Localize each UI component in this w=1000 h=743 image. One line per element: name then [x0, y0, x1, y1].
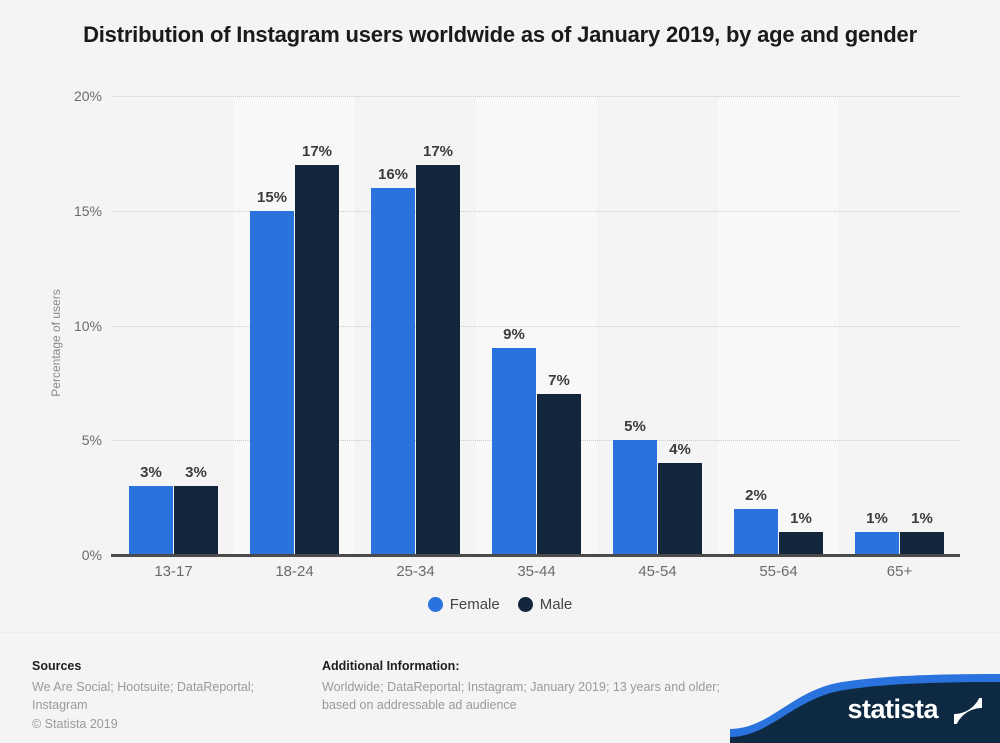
bar-male-13-17[interactable]: 3%: [174, 464, 218, 555]
x-axis-baseline: [111, 554, 960, 557]
plot-area: 3% 3% 15% 17% 16% 17% 9% 7% 5% 4% 2% 1% 1% 1%: [111, 96, 960, 557]
bar-group: 16% 17%: [355, 96, 476, 555]
statista-mark-icon: [954, 698, 982, 724]
bar-value-label: 1%: [866, 510, 888, 528]
bar-male-35-44[interactable]: 7%: [537, 372, 581, 555]
bar-female-65+[interactable]: 1%: [855, 510, 899, 555]
y-axis: Percentage of users 20% 15% 10% 5% 0%: [22, 88, 102, 563]
bar-group: 5% 4%: [597, 96, 718, 555]
bar-value-label: 4%: [669, 441, 691, 459]
x-tick-label-35-44: 35-44: [517, 563, 556, 580]
legend-swatch-male-icon: [517, 597, 533, 612]
bar-female-25-34[interactable]: 16%: [371, 166, 415, 555]
x-tick-label-13-17: 13-17: [154, 563, 193, 580]
bar-value-label: 9%: [503, 326, 525, 344]
bar-female-45-54[interactable]: 5%: [613, 418, 657, 555]
bar-value-label: 3%: [140, 464, 162, 482]
x-axis: 13-17 18-24 25-34 35-44 45-54 55-64 65+: [113, 563, 960, 589]
sources-body: We Are Social; Hootsuite; DataReportal; …: [32, 679, 255, 713]
bar-value-label: 17%: [422, 142, 454, 160]
x-tick-label-25-34: 25-34: [396, 563, 435, 580]
bar-male-65+[interactable]: 1%: [900, 510, 944, 555]
grid-line: [113, 96, 960, 97]
grid-line: [113, 325, 960, 327]
y-tick-label: 0%: [81, 547, 102, 563]
y-tick-label: 5%: [81, 432, 102, 449]
x-tick-label-18-24: 18-24: [275, 563, 314, 580]
bar-male-18-24[interactable]: 17%: [295, 143, 339, 555]
footer: Sources We Are Social; Hootsuite; DataRe…: [0, 633, 1000, 743]
additional-info-body: Worldwide; DataReportal; Instagram; Janu…: [322, 679, 720, 713]
y-axis-label: Percentage of users: [49, 289, 63, 397]
bar-value-label: 5%: [624, 418, 646, 436]
bar-value-label: 3%: [185, 464, 207, 482]
legend-swatch-female-icon: [427, 597, 443, 612]
copyright-text: © Statista 2019: [32, 716, 118, 731]
bar-female-35-44[interactable]: 9%: [492, 326, 536, 555]
bar-group: 1% 1%: [839, 96, 960, 555]
legend-item-male[interactable]: Male: [517, 596, 573, 613]
bar-female-18-24[interactable]: 15%: [250, 189, 294, 555]
footer-divider: [0, 632, 1000, 633]
bar-value-label: 15%: [256, 188, 288, 206]
bar-group: 2% 1%: [718, 96, 839, 555]
bar-group: 15% 17%: [234, 96, 355, 555]
bar-value-label: 1%: [790, 510, 812, 528]
bar-female-13-17[interactable]: 3%: [129, 464, 173, 555]
bar-value-label: 2%: [745, 487, 767, 505]
x-tick-label-65+: 65+: [886, 563, 913, 580]
bar-group: 9% 7%: [476, 96, 597, 555]
additional-info-heading: Additional Information:: [322, 659, 460, 673]
bar-value-label: 16%: [377, 165, 409, 183]
footer-additional-information: Additional Information: Worldwide; DataR…: [322, 657, 742, 715]
statista-logo-shape-icon: [730, 674, 1000, 743]
y-tick-label: 15%: [73, 202, 102, 219]
sources-heading: Sources: [32, 659, 82, 673]
grid-line: [113, 210, 960, 212]
bar-group: 3% 3%: [113, 96, 234, 555]
chart-title: Distribution of Instagram users worldwid…: [83, 22, 917, 47]
legend-label-female: Female: [449, 596, 500, 613]
x-tick-label-45-54: 45-54: [638, 563, 677, 580]
legend-item-female[interactable]: Female: [427, 596, 500, 613]
legend-label-male: Male: [539, 596, 573, 613]
bar-male-55-64[interactable]: 1%: [779, 510, 823, 555]
bar-male-25-34[interactable]: 17%: [416, 143, 460, 555]
bar-value-label: 7%: [548, 372, 570, 390]
bar-value-label: 1%: [911, 510, 933, 528]
y-tick-label: 10%: [73, 317, 102, 334]
bar-male-45-54[interactable]: 4%: [658, 441, 702, 555]
bar-female-55-64[interactable]: 2%: [734, 487, 778, 555]
chart-legend: Female Male: [0, 596, 1000, 613]
bar-value-label: 17%: [301, 142, 333, 160]
footer-sources: Sources We Are Social; Hootsuite; DataRe…: [32, 657, 302, 733]
grid-line: [113, 440, 960, 442]
statista-wordmark: statista: [847, 694, 938, 724]
y-tick-label: 20%: [73, 88, 102, 104]
x-tick-label-55-64: 55-64: [759, 563, 798, 580]
statista-logo[interactable]: statista: [730, 660, 1000, 743]
